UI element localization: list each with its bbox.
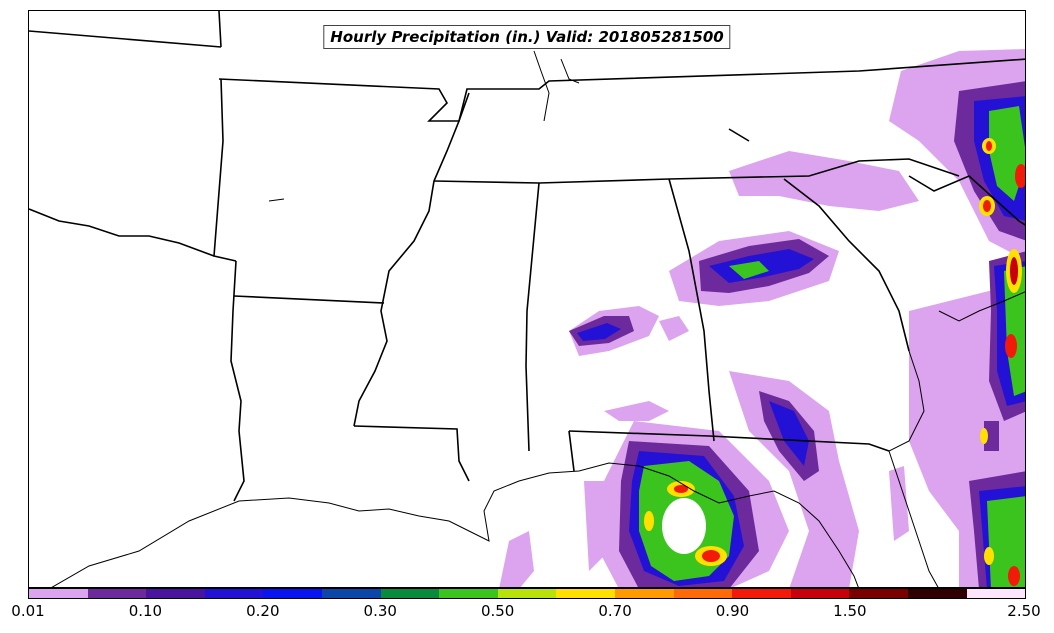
- colorbar-tick-label: 1.50: [833, 602, 867, 620]
- colorbar-tick-label: 0.10: [128, 602, 163, 620]
- colorbar-segment: [556, 589, 615, 598]
- colorbar-tick-label: 0.01: [11, 602, 45, 620]
- colorbar-tick-label: 0.70: [598, 602, 632, 620]
- colorbar-segment: [439, 589, 498, 598]
- colorbar-segment: [673, 589, 733, 598]
- precipitation-map: [29, 11, 1025, 587]
- state-boundaries: [29, 11, 1025, 502]
- colorbar-segment: [614, 589, 674, 598]
- colorbar-segment: [966, 589, 1026, 598]
- colorbar-segment: [263, 589, 322, 598]
- hurricane-eye: [662, 498, 706, 554]
- colorbar-segment: [790, 589, 850, 598]
- map-title: Hourly Precipitation (in.) Valid: 201805…: [323, 25, 731, 49]
- colorbar-segment: [732, 589, 791, 598]
- colorbar-segment: [380, 589, 440, 598]
- colorbar-tick-label: 2.50: [1007, 602, 1041, 620]
- colorbar-segment: [204, 589, 264, 598]
- colorbar: [28, 588, 1026, 599]
- colorbar-segment: [29, 589, 88, 598]
- colorbar-tick-label: 0.30: [363, 602, 397, 620]
- colorbar-segment: [321, 589, 381, 598]
- map-panel: Hourly Precipitation (in.) Valid: 201805…: [28, 10, 1026, 588]
- coastline: [51, 50, 1025, 587]
- colorbar-tick-label: 0.50: [480, 602, 515, 620]
- colorbar-segment: [146, 589, 205, 598]
- colorbar-segment: [849, 589, 908, 598]
- precip-heavy-cores: [644, 138, 1025, 586]
- colorbar-tick-label: 0.90: [715, 602, 750, 620]
- colorbar-segment: [87, 589, 147, 598]
- colorbar-segment: [497, 589, 557, 598]
- precip-light-areas: [499, 49, 1025, 587]
- colorbar-segment: [907, 589, 967, 598]
- colorbar-tick-label: 0.20: [246, 602, 280, 620]
